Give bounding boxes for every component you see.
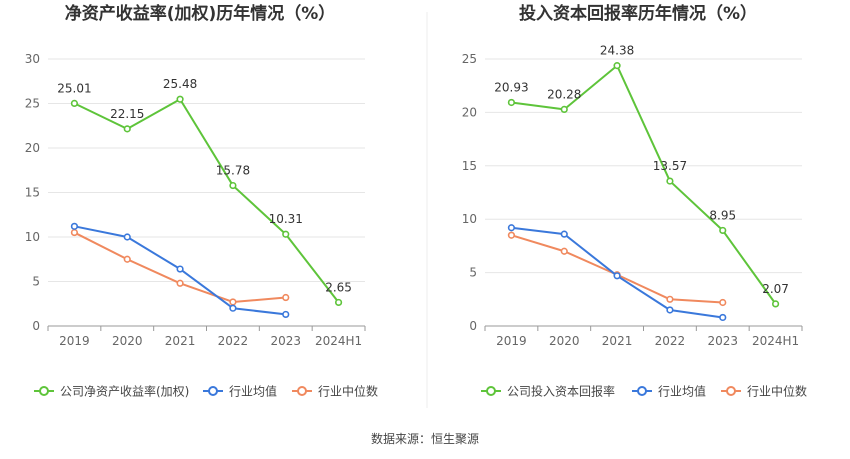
industry-median-point[interactable] bbox=[123, 255, 131, 263]
y-tick-label: 0 bbox=[32, 319, 40, 333]
y-tick-label: 15 bbox=[462, 159, 477, 173]
legend-item-company[interactable]: 公司净资产收益率(加权) bbox=[34, 384, 189, 399]
legend-label: 行业均值 bbox=[658, 384, 706, 399]
company-point[interactable] bbox=[613, 62, 621, 70]
y-tick-label: 20 bbox=[25, 141, 40, 155]
company-point[interactable] bbox=[176, 95, 184, 103]
legend-label: 行业中位数 bbox=[747, 384, 807, 399]
legend-marker bbox=[726, 386, 736, 396]
y-tick-label: 30 bbox=[25, 52, 40, 66]
company-point[interactable] bbox=[719, 226, 727, 235]
company-point[interactable] bbox=[334, 298, 343, 307]
y-tick-label: 15 bbox=[25, 186, 40, 200]
x-tick-label: 2022 bbox=[655, 334, 686, 348]
company-point[interactable] bbox=[666, 177, 674, 185]
industry-average-point[interactable] bbox=[560, 230, 568, 238]
industry-average-point[interactable] bbox=[507, 224, 516, 232]
x-tick-label: 2019 bbox=[496, 334, 527, 348]
industry-median-line bbox=[511, 234, 723, 304]
industry-average-point[interactable] bbox=[613, 272, 621, 280]
data-label: 2.07 bbox=[762, 282, 789, 296]
industry-median-point[interactable] bbox=[560, 247, 568, 255]
roe-chart: 净资产收益率(加权)历年情况（%） 0 5 10 15 20 25 30 2019 2020 202… bbox=[25, 3, 378, 399]
industry-average-point[interactable] bbox=[229, 304, 237, 312]
industry-median-point[interactable] bbox=[229, 298, 237, 306]
x-tick-label: 2020 bbox=[549, 334, 580, 348]
y-tick-label: 10 bbox=[462, 212, 477, 226]
legend-marker bbox=[39, 386, 49, 396]
legend-marker bbox=[637, 386, 647, 396]
legend-item-industry-average[interactable]: 行业均值 bbox=[632, 384, 706, 399]
legend-item-company[interactable]: 公司投入资本回报率 bbox=[481, 384, 615, 399]
x-tick-label: 2019 bbox=[59, 334, 90, 348]
industry-median-point[interactable] bbox=[282, 293, 290, 302]
company-point[interactable] bbox=[560, 105, 568, 114]
y-tick-label: 25 bbox=[462, 52, 477, 66]
chart-title: 净资产收益率(加权)历年情况（%） bbox=[65, 3, 336, 24]
chart-title: 投入资本回报率历年情况（%） bbox=[519, 3, 757, 24]
legend-item-industry-average[interactable]: 行业均值 bbox=[203, 384, 277, 399]
industry-average-point[interactable] bbox=[719, 313, 727, 322]
data-label: 8.95 bbox=[709, 208, 736, 222]
legend-marker bbox=[297, 386, 307, 396]
company-line bbox=[511, 64, 777, 305]
legend-label: 行业均值 bbox=[229, 384, 277, 399]
x-tick-label: 2024H1 bbox=[752, 334, 799, 348]
x-tick-label: 2021 bbox=[165, 334, 196, 348]
legend-item-industry-median[interactable]: 行业中位数 bbox=[292, 384, 378, 399]
legend-marker bbox=[208, 386, 218, 396]
industry-average-point[interactable] bbox=[123, 233, 131, 241]
legend-item-industry-median[interactable]: 行业中位数 bbox=[721, 384, 807, 399]
company-point[interactable] bbox=[771, 300, 780, 308]
data-label: 20.93 bbox=[494, 80, 528, 94]
legend-label: 行业中位数 bbox=[318, 384, 378, 399]
company-point[interactable] bbox=[282, 230, 290, 238]
company-point[interactable] bbox=[123, 125, 131, 133]
data-label: 13.57 bbox=[653, 159, 687, 173]
y-tick-label: 5 bbox=[32, 275, 40, 289]
legend-label: 公司投入资本回报率 bbox=[507, 384, 615, 399]
data-source-footer: 数据来源：恒生聚源 bbox=[371, 431, 479, 446]
data-label: 20.28 bbox=[547, 87, 581, 101]
data-label: 24.38 bbox=[600, 44, 634, 58]
company-point[interactable] bbox=[507, 98, 516, 107]
data-label: 22.15 bbox=[110, 107, 144, 121]
y-tick-label: 25 bbox=[25, 97, 40, 111]
x-tick-label: 2023 bbox=[707, 334, 738, 348]
y-tick-label: 0 bbox=[469, 319, 477, 333]
x-tick-label: 2024H1 bbox=[315, 334, 362, 348]
x-tick-label: 2023 bbox=[270, 334, 301, 348]
company-point[interactable] bbox=[229, 181, 237, 190]
industry-average-point[interactable] bbox=[282, 310, 290, 319]
roic-chart: 投入资本回报率历年情况（%） 0 5 10 15 20 25 2019 2020 2021 2022… bbox=[462, 3, 807, 399]
company-line bbox=[73, 98, 340, 304]
x-tick-label: 2021 bbox=[602, 334, 633, 348]
data-label: 2.65 bbox=[325, 280, 352, 294]
legend-marker bbox=[486, 386, 496, 396]
legend-label: 公司净资产收益率(加权) bbox=[60, 384, 189, 399]
industry-average-point[interactable] bbox=[176, 265, 184, 273]
y-tick-label: 20 bbox=[462, 105, 477, 119]
industry-average-point[interactable] bbox=[70, 222, 79, 230]
industry-average-point[interactable] bbox=[666, 306, 674, 314]
data-label: 10.31 bbox=[269, 212, 303, 226]
y-tick-label: 5 bbox=[469, 266, 477, 280]
industry-median-point[interactable] bbox=[719, 298, 727, 307]
data-label: 25.01 bbox=[57, 81, 91, 95]
data-label: 15.78 bbox=[216, 164, 250, 178]
company-point[interactable] bbox=[70, 99, 79, 108]
industry-median-point[interactable] bbox=[70, 228, 79, 237]
industry-median-point[interactable] bbox=[666, 295, 674, 303]
x-tick-label: 2022 bbox=[218, 334, 249, 348]
industry-median-point[interactable] bbox=[176, 279, 184, 287]
data-label: 25.48 bbox=[163, 77, 197, 91]
x-tick-label: 2020 bbox=[112, 334, 143, 348]
industry-median-point[interactable] bbox=[507, 231, 516, 239]
y-tick-label: 10 bbox=[25, 230, 40, 244]
